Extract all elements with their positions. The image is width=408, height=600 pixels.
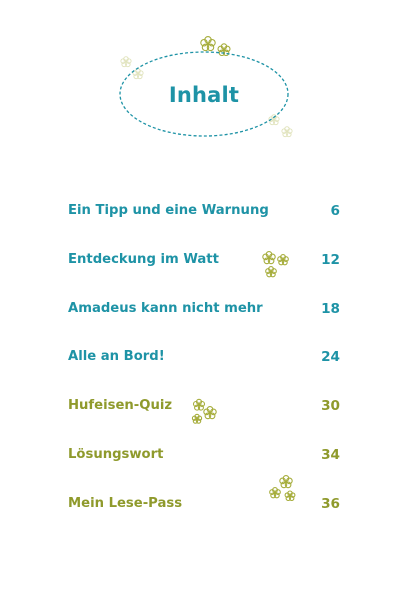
toc-entry[interactable]: Amadeus kann nicht mehr 18 bbox=[68, 299, 344, 319]
toc-entry-title: Hufeisen-Quiz bbox=[68, 398, 173, 413]
flower-cluster-icon bbox=[191, 398, 217, 424]
title-badge: Inhalt bbox=[117, 48, 291, 140]
toc-entry[interactable]: Mein Lese-Pass 36 bbox=[68, 494, 344, 514]
toc-entry[interactable]: Alle an Bord! 24 bbox=[68, 347, 344, 367]
page-title: Inhalt bbox=[168, 83, 240, 107]
toc-entry-page: 30 bbox=[321, 398, 340, 414]
toc-entry-page: 36 bbox=[321, 496, 340, 512]
toc-entry-page: 6 bbox=[330, 203, 340, 219]
toc-entry-title: Lösungswort bbox=[68, 447, 164, 462]
toc-entry[interactable]: Ein Tipp und eine Warnung 6 bbox=[68, 201, 344, 221]
toc-entry[interactable]: Entdeckung im Watt 12 bbox=[68, 250, 344, 270]
flower-cluster-icon bbox=[262, 251, 289, 278]
toc-entry[interactable]: Hufeisen-Quiz 30 bbox=[68, 396, 344, 416]
flower-faint-icon bbox=[120, 56, 144, 80]
toc-entry[interactable]: Lösungswort 34 bbox=[68, 445, 344, 465]
toc-entry-title: Alle an Bord! bbox=[68, 349, 165, 364]
toc-entry-page: 24 bbox=[321, 349, 340, 365]
flower-faint-icon bbox=[268, 114, 293, 138]
toc-entry-title: Entdeckung im Watt bbox=[68, 252, 219, 267]
toc-entry-title: Amadeus kann nicht mehr bbox=[68, 301, 263, 316]
dashed-oval-frame bbox=[119, 51, 289, 137]
toc-entry-page: 18 bbox=[321, 301, 340, 317]
toc-entry-title: Ein Tipp und eine Warnung bbox=[68, 203, 269, 218]
toc-entry-title: Mein Lese-Pass bbox=[68, 496, 183, 511]
toc-entry-page: 34 bbox=[321, 447, 340, 463]
toc-entry-page: 12 bbox=[321, 252, 340, 268]
flower-cluster-icon bbox=[269, 475, 296, 502]
